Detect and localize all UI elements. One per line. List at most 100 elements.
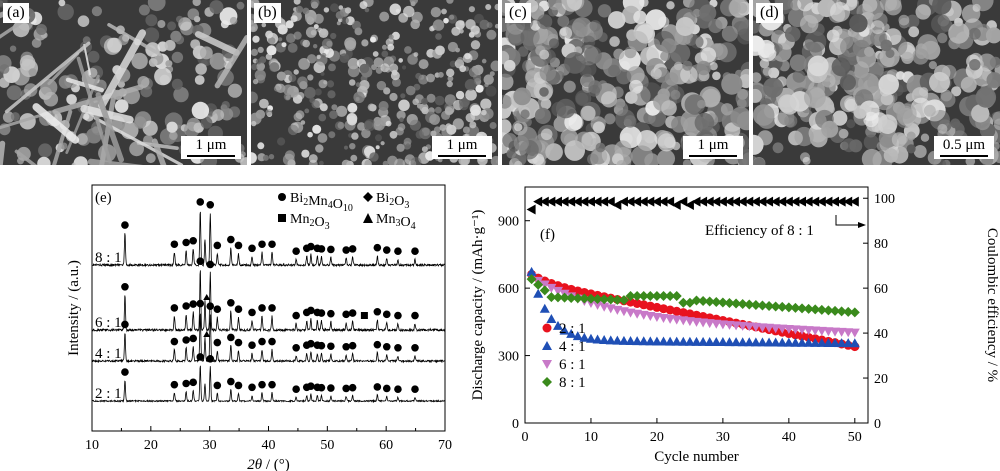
xrd-pattern-line bbox=[91, 313, 445, 364]
xrd-phase-marker bbox=[342, 310, 350, 319]
efficiency-marker bbox=[546, 196, 556, 207]
capacity-point bbox=[605, 335, 616, 345]
capacity-point bbox=[625, 291, 636, 302]
xrd-phase-marker bbox=[234, 305, 243, 313]
capacity-point bbox=[585, 293, 596, 304]
xrd-phase-marker bbox=[342, 384, 350, 393]
xrd-phase-marker bbox=[394, 385, 402, 393]
capacity-point bbox=[724, 297, 735, 308]
xrd-legend-entry: Mn2O3 bbox=[290, 212, 330, 232]
xrd-phase-marker bbox=[394, 344, 402, 352]
xrd-phase-marker bbox=[268, 304, 276, 312]
capacity-point bbox=[830, 338, 841, 348]
capacity-point bbox=[539, 303, 550, 313]
xrd-phase-marker bbox=[342, 246, 350, 254]
capacity-point bbox=[777, 324, 788, 334]
xrd-phase-marker bbox=[189, 236, 197, 245]
xrd-x-tick: 20 bbox=[144, 438, 158, 453]
xrd-phase-marker bbox=[170, 240, 179, 249]
cycling-x-tick: 10 bbox=[584, 430, 598, 445]
xrd-phase-marker bbox=[206, 302, 215, 310]
charts-area: 10 20 30 40 50 60 70 2θ / (°) Intensity / (a.u.)… bbox=[66, 184, 1000, 471]
efficiency-marker bbox=[698, 196, 708, 207]
efficiency-marker bbox=[645, 196, 655, 207]
scale-bar-c: 1 μm bbox=[683, 136, 743, 159]
xrd-x-axis-label: 2θ / (°) bbox=[247, 457, 290, 471]
xrd-phase-marker bbox=[373, 307, 382, 316]
panel-label-a: (a) bbox=[3, 3, 29, 23]
efficiency-marker bbox=[704, 196, 714, 207]
efficiency-marker bbox=[691, 196, 701, 207]
cycling-y-right-tick: 100 bbox=[874, 192, 895, 207]
efficiency-marker bbox=[605, 196, 615, 207]
capacity-point bbox=[849, 328, 860, 338]
cycling-x-tick: 0 bbox=[522, 430, 529, 445]
capacity-point bbox=[542, 341, 552, 350]
xrd-phase-marker bbox=[234, 381, 243, 390]
xrd-phase-marker bbox=[382, 384, 391, 393]
capacity-point bbox=[638, 336, 649, 346]
capacity-point bbox=[566, 328, 577, 338]
xrd-phase-marker bbox=[121, 221, 129, 229]
capacity-point bbox=[836, 327, 847, 337]
capacity-point bbox=[724, 337, 735, 347]
capacity-point bbox=[783, 337, 794, 347]
cycling-y-left-tick: 600 bbox=[498, 282, 519, 297]
capacity-point bbox=[836, 338, 847, 348]
capacity-point bbox=[783, 325, 794, 335]
cycling-y-left-tick: 900 bbox=[498, 215, 519, 230]
cycling-x-axis-label: Cycle number bbox=[654, 449, 739, 465]
efficiency-marker bbox=[599, 196, 609, 207]
capacity-point bbox=[849, 307, 860, 318]
scale-text-b: 1 μm bbox=[446, 137, 478, 153]
xrd-x-tick: 40 bbox=[262, 438, 276, 453]
capacity-point bbox=[757, 300, 768, 311]
xrd-phase-marker bbox=[248, 341, 256, 349]
xrd-phase-marker bbox=[258, 380, 266, 389]
xrd-phase-marker bbox=[182, 336, 190, 344]
capacity-point bbox=[533, 288, 544, 298]
xrd-phase-marker bbox=[234, 241, 243, 250]
efficiency-marker bbox=[585, 196, 595, 207]
cycling-y-right-label: Coulombic efficiency / % bbox=[984, 228, 1000, 382]
cycling-y-left-tick: 0 bbox=[512, 417, 519, 432]
xrd-phase-marker bbox=[342, 342, 350, 351]
capacity-point bbox=[764, 337, 775, 347]
xrd-phase-marker bbox=[382, 342, 391, 351]
sem-panel-b: (b) 1 μm bbox=[251, 0, 498, 165]
capacity-point bbox=[671, 336, 682, 346]
xrd-phase-marker bbox=[189, 334, 197, 343]
capacity-point bbox=[803, 337, 814, 347]
capacity-point bbox=[599, 294, 610, 305]
xrd-phase-marker bbox=[317, 309, 326, 317]
efficiency-marker bbox=[724, 196, 734, 207]
xrd-phase-marker bbox=[268, 380, 276, 389]
efficiency-marker bbox=[533, 196, 543, 207]
capacity-point bbox=[770, 337, 781, 347]
capacity-point bbox=[638, 291, 649, 302]
capacity-point bbox=[599, 335, 610, 345]
capacity-point bbox=[612, 294, 623, 305]
capacity-point bbox=[585, 333, 596, 343]
xrd-phase-marker bbox=[234, 338, 243, 347]
xrd-phase-marker bbox=[411, 385, 419, 393]
panel-label-c: (c) bbox=[505, 3, 531, 23]
capacity-point bbox=[651, 336, 662, 346]
capacity-point bbox=[526, 266, 537, 276]
xrd-phase-marker bbox=[227, 299, 235, 307]
xrd-phase-marker bbox=[394, 311, 402, 320]
efficiency-marker bbox=[797, 196, 807, 207]
capacity-point bbox=[731, 337, 742, 347]
capacity-point bbox=[552, 292, 563, 303]
xrd-phase-marker bbox=[121, 320, 129, 329]
cycling-y-left-label: Discharge capacity / (mAh·g⁻¹) bbox=[470, 210, 486, 401]
capacity-point bbox=[632, 336, 643, 346]
xrd-phase-marker bbox=[348, 245, 357, 253]
capacity-point bbox=[691, 295, 702, 306]
capacity-point bbox=[783, 302, 794, 313]
capacity-point bbox=[658, 336, 669, 346]
capacity-point bbox=[830, 305, 841, 316]
efficiency-marker bbox=[803, 196, 813, 207]
capacity-point bbox=[678, 336, 689, 346]
xrd-pattern-line bbox=[91, 365, 445, 404]
